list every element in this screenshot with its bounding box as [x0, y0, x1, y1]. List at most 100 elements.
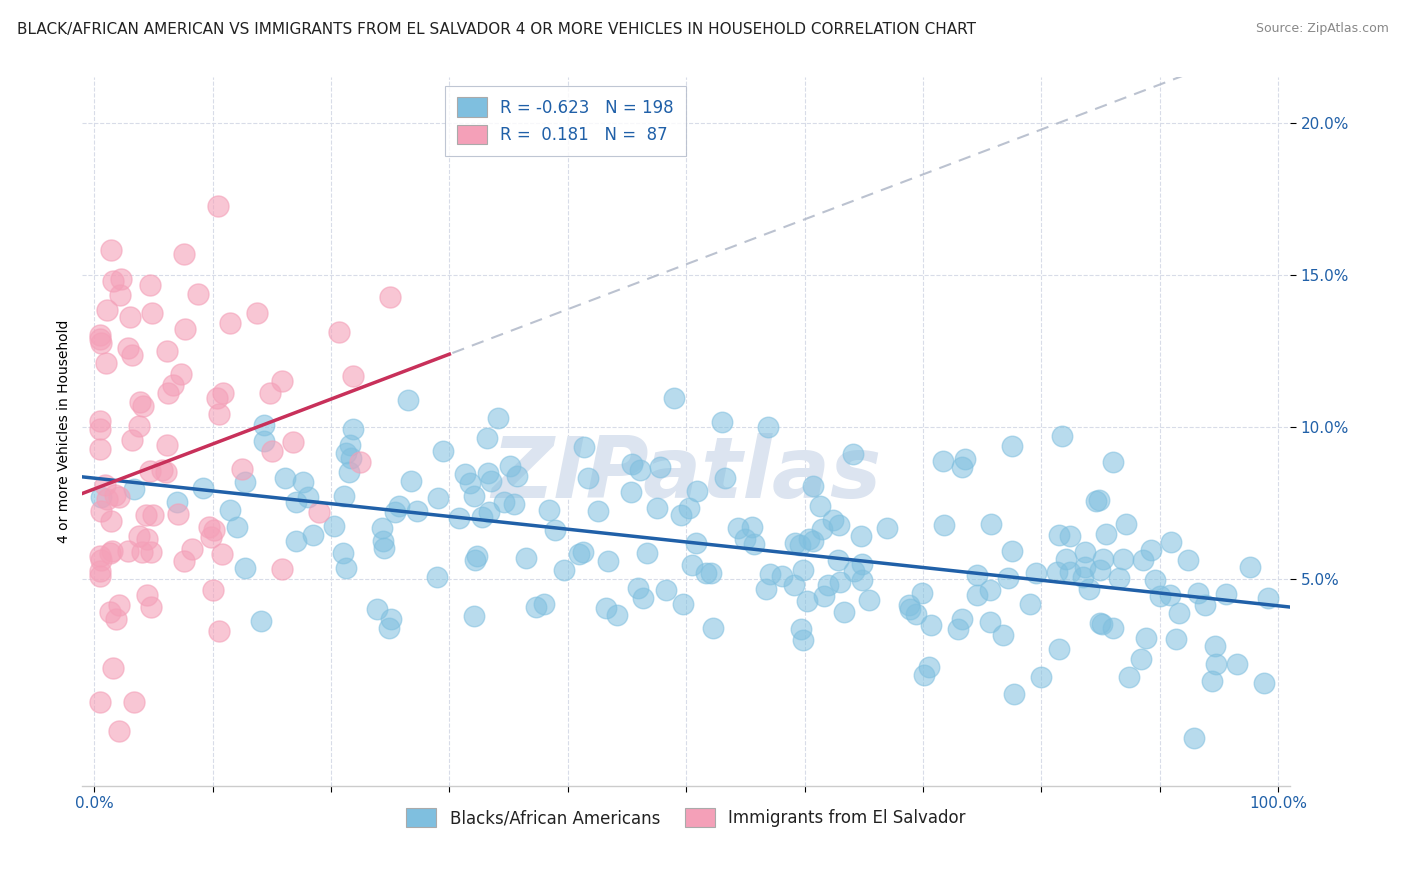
Point — [89, 332, 111, 346]
Point — [702, 621, 724, 635]
Point — [672, 598, 695, 612]
Point — [465, 549, 488, 563]
Point — [1130, 651, 1153, 665]
Point — [1071, 570, 1094, 584]
Point — [1201, 673, 1223, 688]
Text: Source: ZipAtlas.com: Source: ZipAtlas.com — [1256, 22, 1389, 36]
Point — [685, 484, 707, 499]
Point — [297, 490, 319, 504]
Point — [1101, 621, 1123, 635]
Point — [1046, 565, 1069, 579]
Point — [211, 547, 233, 561]
Point — [574, 441, 596, 455]
Point — [1149, 589, 1171, 603]
Point — [586, 504, 609, 518]
Point — [1177, 553, 1199, 567]
Point — [128, 418, 150, 433]
Point — [94, 356, 117, 370]
Point — [898, 598, 921, 612]
Point — [1115, 517, 1137, 532]
Point — [150, 463, 173, 477]
Point — [756, 420, 779, 434]
Point — [136, 588, 159, 602]
Point — [207, 624, 229, 639]
Point — [979, 583, 1001, 598]
Point — [167, 507, 190, 521]
Point — [1088, 493, 1111, 508]
Point — [770, 569, 793, 583]
Point — [98, 546, 121, 560]
Point — [89, 442, 111, 457]
Point — [678, 501, 700, 516]
Point — [1001, 543, 1024, 558]
Point — [1111, 552, 1133, 566]
Point — [204, 524, 226, 538]
Point — [932, 517, 955, 532]
Point — [380, 612, 402, 626]
Point — [90, 490, 112, 504]
Point — [218, 503, 240, 517]
Point — [197, 520, 219, 534]
Point — [1018, 598, 1040, 612]
Point — [156, 343, 179, 358]
Point — [595, 601, 617, 615]
Point — [118, 310, 141, 325]
Point — [285, 495, 308, 509]
Point — [308, 506, 330, 520]
Point — [515, 550, 537, 565]
Point — [1091, 552, 1114, 566]
Point — [997, 571, 1019, 585]
Point — [544, 523, 567, 537]
Point — [905, 607, 928, 621]
Point — [792, 563, 814, 577]
Point — [108, 598, 131, 612]
Point — [876, 520, 898, 534]
Point — [713, 471, 735, 485]
Point — [1059, 529, 1081, 543]
Point — [1194, 598, 1216, 612]
Point — [122, 482, 145, 496]
Point — [89, 695, 111, 709]
Point — [246, 305, 269, 319]
Point — [432, 444, 454, 458]
Point — [538, 503, 561, 517]
Point — [920, 617, 942, 632]
Point — [801, 478, 824, 492]
Point — [233, 561, 256, 575]
Point — [810, 522, 832, 536]
Point — [253, 418, 276, 433]
Point — [335, 561, 357, 575]
Point — [494, 494, 516, 508]
Point — [1108, 571, 1130, 585]
Point — [1239, 560, 1261, 574]
Point — [1090, 617, 1112, 632]
Point — [449, 511, 471, 525]
Point — [302, 528, 325, 542]
Point — [1088, 563, 1111, 577]
Point — [187, 287, 209, 301]
Point — [681, 558, 703, 572]
Point — [273, 471, 295, 485]
Point — [136, 533, 159, 547]
Point — [156, 386, 179, 401]
Point — [553, 562, 575, 576]
Text: ZIPatlas: ZIPatlas — [491, 433, 882, 516]
Point — [388, 499, 411, 513]
Point — [821, 513, 844, 527]
Point — [841, 447, 863, 461]
Point — [100, 244, 122, 258]
Point — [141, 305, 163, 319]
Point — [808, 499, 831, 513]
Point — [572, 544, 595, 558]
Point — [979, 615, 1001, 629]
Point — [991, 628, 1014, 642]
Point — [173, 247, 195, 261]
Point — [1095, 527, 1118, 541]
Point — [89, 413, 111, 427]
Point — [173, 322, 195, 336]
Point — [339, 438, 361, 452]
Point — [121, 434, 143, 448]
Point — [101, 544, 124, 558]
Point — [96, 492, 118, 507]
Point — [685, 536, 707, 550]
